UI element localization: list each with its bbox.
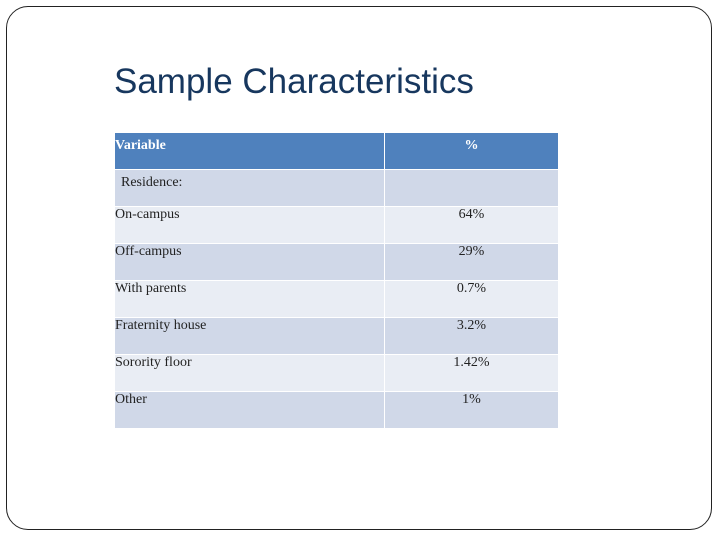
table-row: On-campus 64% [114, 206, 559, 244]
table-row: Sorority floor 1.42% [114, 354, 559, 392]
column-header-variable: Variable [114, 132, 385, 170]
group-label-cell: Residence: [114, 169, 385, 207]
row-label: Other [114, 391, 385, 429]
characteristics-table: Variable % Residence: On-campus 64% Off-… [114, 132, 559, 429]
table-group-row: Residence: [114, 169, 559, 207]
row-label: Fraternity house [114, 317, 385, 355]
row-label: On-campus [114, 206, 385, 244]
column-header-percent: % [384, 132, 559, 170]
row-value: 1.42% [384, 354, 559, 392]
row-value: 0.7% [384, 280, 559, 318]
row-value: 3.2% [384, 317, 559, 355]
group-value-cell [384, 169, 559, 207]
table-row: Off-campus 29% [114, 243, 559, 281]
row-value: 29% [384, 243, 559, 281]
table-header-row: Variable % [114, 132, 559, 170]
row-label: With parents [114, 280, 385, 318]
table-row: Other 1% [114, 391, 559, 429]
row-label: Sorority floor [114, 354, 385, 392]
group-label: Residence: [121, 175, 183, 190]
table-row: With parents 0.7% [114, 280, 559, 318]
row-label: Off-campus [114, 243, 385, 281]
table-row: Fraternity house 3.2% [114, 317, 559, 355]
slide-title: Sample Characteristics [114, 62, 474, 101]
row-value: 64% [384, 206, 559, 244]
row-value: 1% [384, 391, 559, 429]
